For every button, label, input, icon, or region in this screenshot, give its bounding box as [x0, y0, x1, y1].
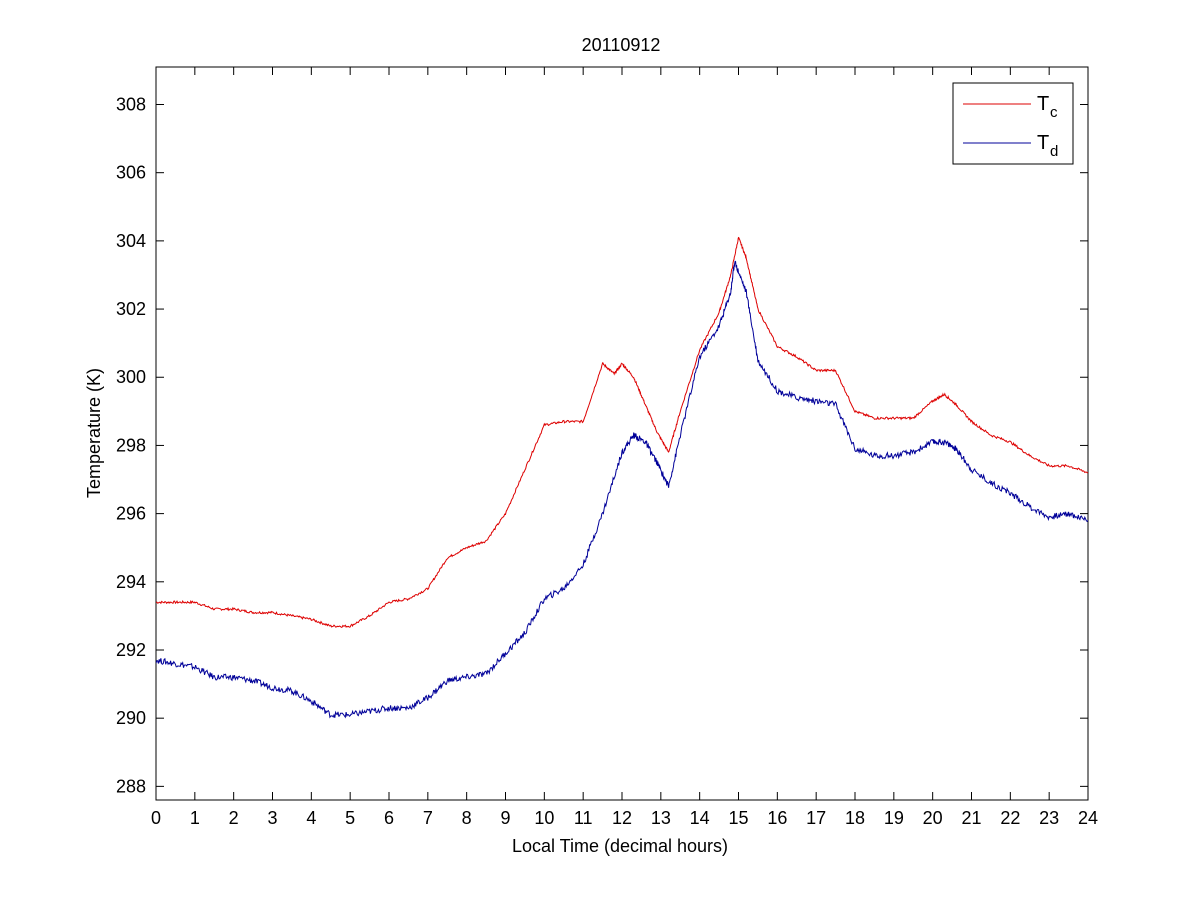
y-tick-label: 302 [116, 299, 146, 319]
y-axis: 288 290 292 294 296 298 300 302 304 306 308 [116, 95, 1088, 796]
x-tick-label: 19 [884, 808, 904, 828]
x-tick-label: 20 [923, 808, 943, 828]
x-tick-label: 9 [500, 808, 510, 828]
x-tick-label: 24 [1078, 808, 1098, 828]
legend-label-tc: T [1037, 93, 1049, 115]
y-tick-label: 308 [116, 95, 146, 115]
y-tick-label: 296 [116, 504, 146, 524]
x-tick-label: 16 [767, 808, 787, 828]
x-tick-label: 1 [190, 808, 200, 828]
x-tick-label: 11 [574, 808, 593, 828]
x-tick-label: 6 [384, 808, 394, 828]
series-line-td [156, 260, 1088, 719]
x-tick-label: 23 [1039, 808, 1059, 828]
x-tick-label: 8 [462, 808, 472, 828]
x-tick-label: 5 [345, 808, 355, 828]
x-tick-label: 4 [306, 808, 316, 828]
x-tick-label: 7 [423, 808, 433, 828]
x-tick-label: 14 [690, 808, 710, 828]
x-tick-label: 3 [267, 808, 277, 828]
x-tick-label: 22 [1000, 808, 1020, 828]
x-tick-label: 13 [651, 808, 671, 828]
x-tick-label: 15 [728, 808, 748, 828]
legend-subscript-tc: c [1050, 104, 1058, 121]
x-tick-label: 2 [229, 808, 239, 828]
x-tick-label: 12 [612, 808, 632, 828]
axes-box [155, 66, 1089, 801]
y-tick-label: 304 [116, 231, 146, 251]
x-axis: 0 1 2 3 4 5 6 7 8 9 10 11 12 13 14 15 16 17 18 19 20 21 22 23 24 [151, 67, 1098, 828]
y-tick-label: 292 [116, 640, 146, 660]
x-tick-label: 18 [845, 808, 865, 828]
y-tick-label: 288 [116, 776, 146, 796]
legend-box [952, 82, 1074, 165]
series-layer [156, 236, 1088, 719]
y-tick-label: 298 [116, 435, 146, 455]
x-tick-label: 17 [806, 808, 826, 828]
x-tick-label: 10 [534, 808, 554, 828]
y-tick-label: 300 [116, 367, 146, 387]
y-tick-label: 290 [116, 708, 146, 728]
legend-label-td: T [1037, 132, 1049, 154]
series-line-tc [156, 236, 1088, 628]
y-tick-label: 294 [116, 572, 146, 592]
plot-area [155, 66, 1089, 801]
x-tick-label: 21 [961, 808, 981, 828]
chart-title: 20110912 [582, 35, 661, 55]
y-axis-label: Temperature (K) [84, 368, 104, 498]
x-axis-label: Local Time (decimal hours) [512, 836, 728, 856]
legend-subscript-td: d [1050, 143, 1058, 160]
y-tick-label: 306 [116, 163, 146, 183]
x-tick-label: 0 [151, 808, 161, 828]
